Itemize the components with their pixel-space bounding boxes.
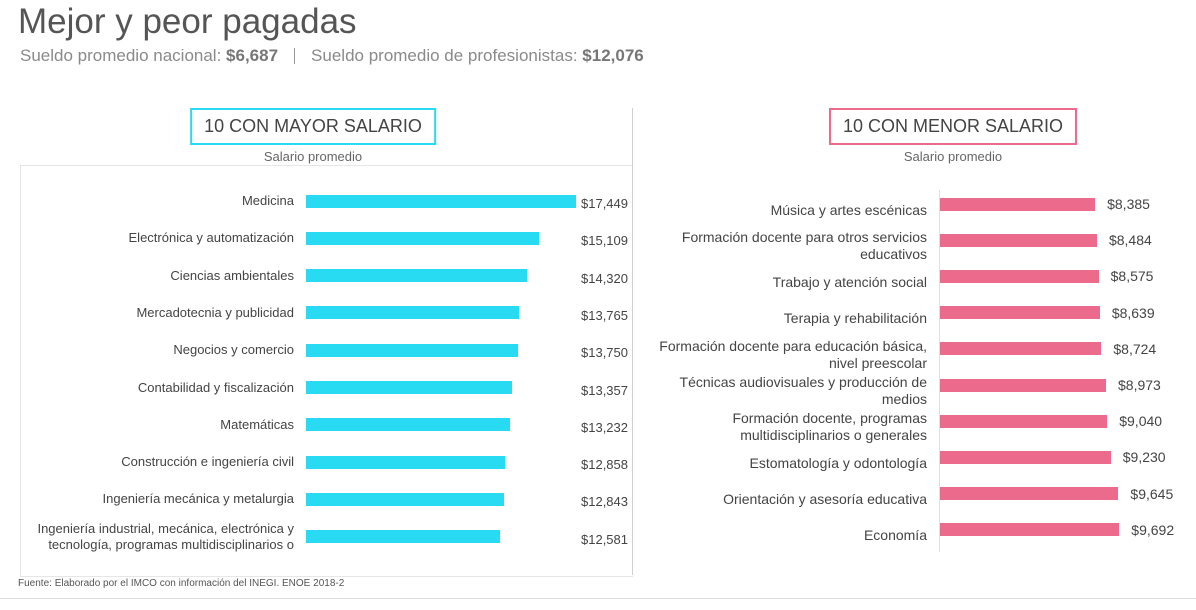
stats: Sueldo promedio nacional: $6,687 Sueldo … (20, 46, 644, 66)
bar (940, 487, 1119, 501)
chart-title: 10 CON MENOR SALARIO (828, 108, 1078, 145)
bar (940, 269, 1099, 283)
page-title: Mejor y peor pagadas (18, 2, 357, 41)
category-label: Electrónica y automatización (128, 230, 294, 246)
value-label: $9,645 (1130, 485, 1174, 502)
value-label: $15,109 (581, 233, 628, 249)
category-label: Matemáticas (220, 416, 294, 432)
stat-label: Sueldo promedio nacional: (20, 46, 222, 65)
chart-title: 10 CON MAYOR SALARIO (190, 108, 436, 145)
category-label: Orientación y asesoría educativa (723, 491, 927, 508)
bar (306, 381, 513, 394)
value-label: $12,843 (581, 494, 628, 510)
footer-line (0, 598, 1196, 599)
category-label: Negocios y comercio (173, 342, 294, 358)
bar (940, 378, 1106, 392)
value-label: $8,575 (1110, 268, 1154, 285)
value-label: $9,692 (1131, 521, 1175, 538)
value-label: $8,484 (1108, 232, 1152, 249)
category-label: Contabilidad y fiscalización (137, 379, 294, 395)
value-label: $13,357 (581, 382, 628, 398)
value-label: $9,230 (1122, 449, 1166, 466)
bar (306, 269, 528, 283)
value-label: $13,232 (581, 419, 628, 435)
category-label: Terapia y rehabilitación (783, 310, 927, 327)
bar (940, 233, 1097, 247)
category-label: Trabajo y atención social (772, 273, 927, 290)
bar (940, 523, 1120, 537)
category-label: Ingeniería mecánica y metalurgia (102, 491, 295, 507)
category-label: Construcción e ingeniería civil (121, 454, 294, 470)
bar (306, 231, 540, 245)
category-label: Economía (863, 527, 927, 544)
bar (306, 530, 501, 544)
divider (632, 108, 633, 575)
category-label: Medicina (241, 193, 294, 208)
bar (940, 414, 1108, 428)
value-label: $8,973 (1118, 377, 1161, 393)
category-label: Formación docente, programas multidiscip… (732, 410, 927, 444)
category-label: Ingeniería industrial, mecánica, electró… (37, 520, 294, 552)
source-note: Fuente: Elaborado por el IMCO con inform… (18, 578, 345, 589)
value-label: $8,385 (1107, 196, 1150, 212)
bar (306, 343, 519, 357)
bar (306, 418, 511, 432)
value-label: $8,724 (1113, 340, 1157, 357)
stat-value: $12,076 (582, 46, 644, 65)
chart-frame (20, 165, 633, 577)
category-label: Mercadotecnia y publicidad (136, 304, 294, 320)
bar (306, 194, 576, 208)
value-label: $8,639 (1111, 304, 1155, 321)
stat-value: $6,687 (226, 46, 279, 65)
axis-line (939, 190, 940, 552)
separator (294, 48, 296, 64)
stat-label: Sueldo promedio de profesionistas: (311, 46, 578, 65)
category-label: Formación docente para educación básica,… (659, 337, 927, 371)
category-label: Música y artes escénicas (770, 201, 927, 218)
value-label: $17,449 (581, 196, 628, 211)
category-label: Formación docente para otros servicios e… (681, 229, 927, 263)
category-label: Técnicas audiovisuales y producción de m… (679, 374, 927, 407)
bar (940, 450, 1111, 464)
chart-subtitle: Salario promedio (263, 149, 363, 164)
chart-subtitle: Salario promedio (903, 149, 1003, 164)
category-label: Ciencias ambientales (170, 267, 294, 283)
bar (306, 455, 505, 469)
value-label: $12,581 (581, 531, 628, 547)
value-label: $12,858 (581, 457, 628, 473)
bar (940, 197, 1096, 211)
value-label: $9,040 (1119, 413, 1163, 430)
bar (306, 492, 505, 506)
bar (306, 306, 519, 320)
value-label: $13,765 (581, 307, 628, 323)
value-label: $14,320 (581, 270, 628, 286)
value-label: $13,750 (581, 345, 628, 361)
bar (940, 306, 1100, 320)
category-label: Estomatología y odontología (749, 454, 927, 471)
bar (940, 342, 1102, 356)
